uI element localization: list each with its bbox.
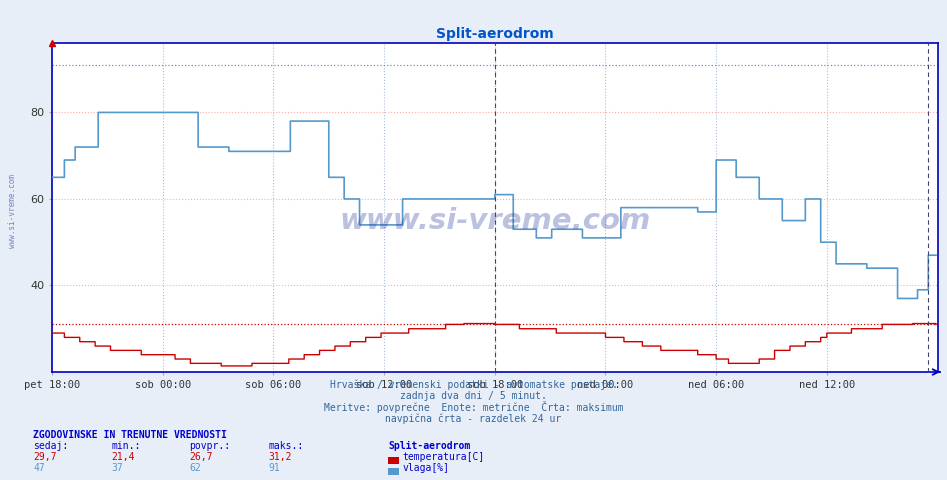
Text: Meritve: povprečne  Enote: metrične  Črta: maksimum: Meritve: povprečne Enote: metrične Črta:… bbox=[324, 401, 623, 413]
Text: 47: 47 bbox=[33, 463, 45, 473]
Text: 21,4: 21,4 bbox=[112, 452, 135, 462]
Text: 62: 62 bbox=[189, 463, 201, 473]
Text: navpična črta - razdelek 24 ur: navpična črta - razdelek 24 ur bbox=[385, 414, 562, 424]
Text: 91: 91 bbox=[268, 463, 279, 473]
Text: Split-aerodrom: Split-aerodrom bbox=[388, 441, 471, 451]
Text: 31,2: 31,2 bbox=[268, 452, 292, 462]
Text: www.si-vreme.com: www.si-vreme.com bbox=[8, 174, 17, 248]
Title: Split-aerodrom: Split-aerodrom bbox=[436, 27, 554, 41]
Text: zadnja dva dni / 5 minut.: zadnja dva dni / 5 minut. bbox=[400, 391, 547, 401]
Text: 29,7: 29,7 bbox=[33, 452, 57, 462]
Text: maks.:: maks.: bbox=[268, 441, 303, 451]
Text: 37: 37 bbox=[112, 463, 123, 473]
Text: sedaj:: sedaj: bbox=[33, 441, 68, 451]
Text: povpr.:: povpr.: bbox=[189, 441, 230, 451]
Text: vlaga[%]: vlaga[%] bbox=[402, 463, 450, 473]
Text: min.:: min.: bbox=[112, 441, 141, 451]
Text: temperatura[C]: temperatura[C] bbox=[402, 452, 485, 462]
Text: ZGODOVINSKE IN TRENUTNE VREDNOSTI: ZGODOVINSKE IN TRENUTNE VREDNOSTI bbox=[33, 430, 227, 440]
Text: www.si-vreme.com: www.si-vreme.com bbox=[339, 207, 651, 235]
Text: 26,7: 26,7 bbox=[189, 452, 213, 462]
Text: Hrvaška / vremenski podatki - avtomatske postaje.: Hrvaška / vremenski podatki - avtomatske… bbox=[330, 379, 617, 390]
